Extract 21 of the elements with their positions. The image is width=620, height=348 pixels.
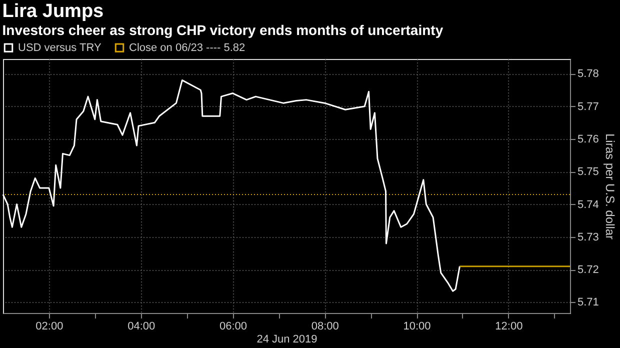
chart-subtitle: Investors cheer as strong CHP victory ends months of uncertainty bbox=[2, 22, 444, 38]
x-tick-label: 12:00 bbox=[495, 320, 523, 332]
x-tick-label: 08:00 bbox=[311, 320, 339, 332]
legend-label: Close on 06/23 ---- 5.82 bbox=[129, 42, 246, 54]
y-tick-label: 5.77 bbox=[578, 100, 599, 113]
y-axis-title: Liras per U.S. dollar bbox=[602, 133, 617, 240]
y-tick-label: 5.75 bbox=[578, 166, 599, 178]
chart-title: Lira Jumps bbox=[2, 1, 104, 22]
y-tick-label: 5.71 bbox=[578, 296, 599, 309]
x-tick-label: 04:00 bbox=[128, 320, 156, 332]
x-tick-label: 06:00 bbox=[219, 320, 248, 332]
y-tick-label: 5.74 bbox=[578, 198, 599, 211]
line-series bbox=[2, 79, 460, 292]
x-tick-label: 10:00 bbox=[403, 320, 431, 332]
y-tick-label: 5.78 bbox=[578, 68, 599, 80]
y-tick-label: 5.76 bbox=[578, 133, 599, 146]
y-tick-label: 5.72 bbox=[578, 264, 599, 276]
x-axis-title: 24 Jun 2019 bbox=[256, 334, 318, 346]
x-tick-label: 02:00 bbox=[36, 320, 64, 332]
y-tick-label: 5.73 bbox=[578, 231, 599, 244]
legend-label: USD versus TRY bbox=[18, 42, 102, 54]
